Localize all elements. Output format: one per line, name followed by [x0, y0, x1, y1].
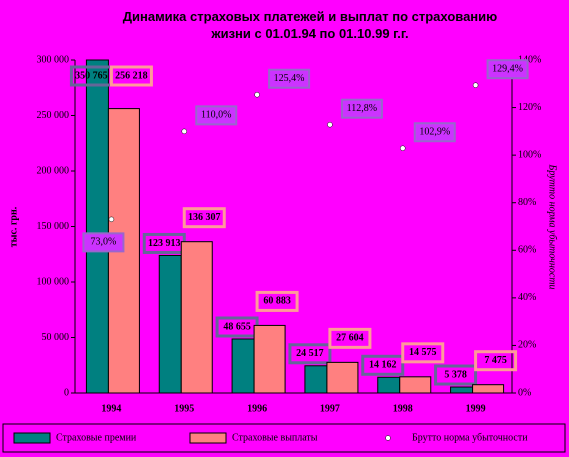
bar — [472, 384, 505, 394]
y2-tick-label: 80% — [518, 197, 536, 208]
legend-label: Брутто норма убыточности — [412, 432, 528, 443]
y-tick-label: 300 000 — [37, 54, 70, 65]
value-label-box — [434, 364, 478, 386]
value-label: 14 162 — [369, 360, 397, 371]
ratio-point — [472, 82, 479, 88]
bar — [253, 324, 286, 394]
value-label: 60 883 — [263, 296, 291, 307]
ratio-label: 73,0% — [90, 237, 116, 248]
ratio-point — [400, 145, 406, 151]
x-tick-label: 1995 — [174, 403, 194, 414]
value-label: 350 765 — [75, 70, 108, 81]
title-line: Динамика страховых платежей и выплат по … — [123, 9, 498, 24]
ratio-label-box — [82, 232, 125, 253]
ratio-label: 102,9% — [419, 127, 450, 138]
chart-title: Динамика страховых платежей и выплат по … — [123, 9, 498, 41]
ratio-label: 129,4% — [492, 64, 523, 75]
y2-tick-label: 20% — [518, 340, 536, 351]
legend-swatch — [13, 432, 51, 444]
value-label: 256 218 — [115, 70, 148, 81]
y2-tick-label: 40% — [518, 292, 536, 303]
ratio-label: 125,4% — [274, 73, 305, 84]
bar — [231, 338, 255, 394]
legend-box — [2, 423, 566, 453]
value-label-box — [361, 354, 405, 376]
value-label: 136 307 — [188, 212, 221, 223]
bar — [85, 59, 109, 394]
y-tick-label: 250 000 — [37, 110, 70, 121]
legend-swatch — [189, 432, 227, 444]
title-line: жизни с 01.01.94 по 01.10.99 г.г. — [210, 26, 408, 41]
ratio-label: 110,0% — [201, 110, 231, 121]
value-label-box — [401, 342, 445, 364]
y2-tick-label: 60% — [518, 245, 536, 256]
y2-tick-label: 100% — [518, 149, 541, 160]
x-tick-label: 1999 — [466, 403, 486, 414]
ratio-label-box — [268, 68, 311, 89]
y-tick-label: 150 000 — [37, 221, 70, 232]
value-label: 123 913 — [148, 238, 181, 249]
y2-tick-label: 140% — [518, 54, 541, 65]
bar — [326, 361, 359, 394]
value-label-box — [255, 290, 299, 312]
value-label: 14 575 — [409, 347, 437, 358]
bar — [450, 386, 474, 394]
legend-label: Страховые премии — [56, 432, 137, 443]
ratio-label: 112,8% — [347, 103, 377, 114]
x-tick-label: 1994 — [101, 403, 121, 414]
x-tick-label: 1996 — [247, 403, 267, 414]
bar — [158, 254, 182, 394]
ratio-label-box — [340, 98, 383, 119]
ratio-point — [108, 216, 115, 223]
value-label: 48 655 — [223, 321, 251, 332]
y2-tick-label: 0% — [518, 387, 531, 398]
value-label-box — [109, 65, 153, 87]
ratio-point — [327, 121, 333, 128]
x-tick-label: 1998 — [393, 403, 413, 414]
value-label-box — [328, 327, 372, 349]
ratio-label-box — [195, 105, 238, 126]
value-label-box — [182, 207, 226, 229]
bar — [180, 241, 213, 394]
y-tick-label: 50 000 — [42, 332, 70, 343]
ratio-label-box — [486, 59, 529, 80]
legend-swatch — [385, 435, 391, 441]
y2-tick-label: 120% — [518, 102, 541, 113]
y2-axis-title: Брутто норма убыточности — [547, 163, 558, 289]
y-tick-label: 200 000 — [37, 165, 70, 176]
ratio-label-box — [413, 122, 456, 143]
x-tick-label: 1997 — [320, 403, 340, 414]
bar — [304, 365, 328, 394]
bar — [399, 376, 432, 394]
y-tick-label: 100 000 — [37, 276, 70, 287]
bar — [377, 376, 401, 394]
value-label: 27 604 — [336, 333, 364, 344]
y-tick-label: 0 — [64, 387, 69, 398]
legend-label: Страховые выплаты — [232, 432, 318, 443]
value-label: 24 517 — [296, 348, 324, 359]
ratio-point — [181, 128, 187, 135]
value-label: 5 378 — [444, 369, 467, 380]
ratio-point — [254, 91, 260, 98]
value-label-box — [474, 350, 518, 372]
y-axis-title: тыс. грн. — [8, 206, 19, 247]
value-label-box — [288, 343, 332, 365]
value-label: 7 475 — [484, 355, 507, 366]
